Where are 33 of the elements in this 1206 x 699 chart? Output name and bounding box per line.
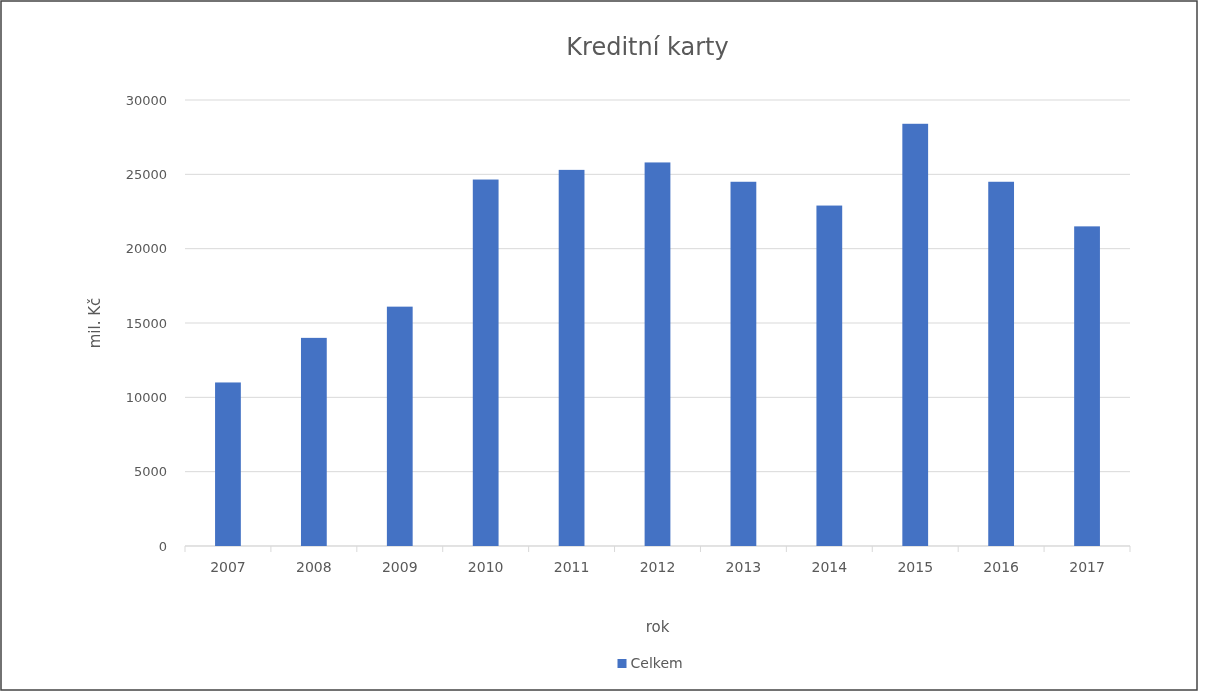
bar	[472, 179, 499, 546]
bar	[386, 306, 413, 546]
x-tick-label: 2013	[725, 559, 762, 575]
chart-title: Kreditní karty	[566, 33, 729, 61]
y-tick-label: 10000	[125, 389, 167, 405]
y-tick-label: 20000	[125, 241, 167, 257]
x-tick-label: 2008	[296, 559, 332, 575]
legend-label: Celkem	[630, 655, 683, 671]
y-axis-title: mil. Kč	[86, 297, 104, 349]
y-tick-label: 0	[158, 538, 167, 554]
x-tick-label: 2010	[467, 559, 504, 575]
y-tick-label: 5000	[133, 464, 167, 480]
bar	[644, 162, 671, 546]
y-tick-label: 25000	[125, 166, 167, 182]
x-tick-label: 2009	[381, 559, 418, 575]
x-tick-label: 2016	[983, 559, 1020, 575]
bar	[300, 337, 327, 546]
x-tick-label: 2007	[210, 559, 246, 575]
x-tick-label: 2011	[553, 559, 590, 575]
y-tick-label: 15000	[125, 315, 167, 331]
bar	[816, 205, 843, 546]
bar	[1074, 226, 1100, 546]
x-tick-label: 2015	[897, 559, 934, 575]
bar	[558, 169, 585, 546]
x-tick-label: 2012	[639, 559, 676, 575]
x-tick-label: 2014	[811, 559, 848, 575]
y-tick-label: 30000	[125, 92, 167, 108]
bar	[988, 181, 1015, 546]
x-axis-title: rok	[645, 618, 670, 636]
bar	[902, 123, 929, 546]
bar	[730, 181, 757, 546]
bar	[215, 382, 241, 546]
x-tick-label: 2017	[1069, 559, 1105, 575]
